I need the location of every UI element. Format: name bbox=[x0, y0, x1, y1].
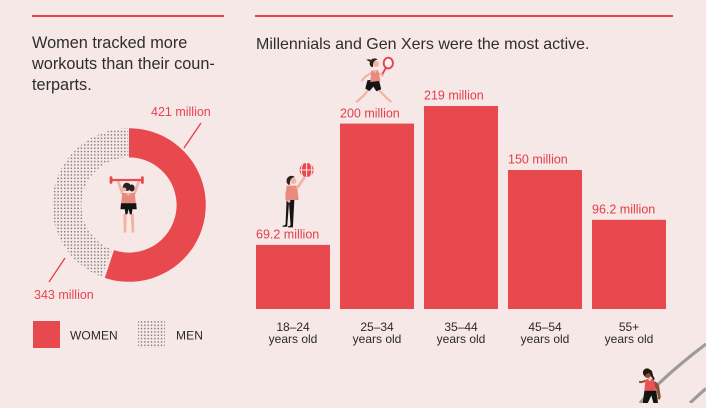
svg-text:WOMEN: WOMEN bbox=[70, 329, 118, 343]
svg-text:Women tracked more: Women tracked more bbox=[32, 34, 187, 52]
svg-text:years old: years old bbox=[605, 332, 654, 346]
svg-text:200 million: 200 million bbox=[340, 106, 400, 120]
svg-text:150 million: 150 million bbox=[508, 153, 568, 167]
svg-text:69.2 million: 69.2 million bbox=[256, 228, 319, 242]
svg-text:25–34: 25–34 bbox=[360, 320, 394, 334]
svg-text:years old: years old bbox=[437, 332, 486, 346]
svg-text:96.2 million: 96.2 million bbox=[592, 203, 655, 217]
svg-text:workouts than their coun-: workouts than their coun- bbox=[31, 55, 215, 73]
svg-text:years old: years old bbox=[353, 332, 402, 346]
svg-text:343 million: 343 million bbox=[34, 288, 94, 302]
svg-text:years old: years old bbox=[521, 332, 570, 346]
svg-text:219 million: 219 million bbox=[424, 89, 484, 103]
svg-text:421 million: 421 million bbox=[151, 105, 211, 119]
svg-text:45–54: 45–54 bbox=[528, 320, 562, 334]
svg-text:terparts.: terparts. bbox=[32, 76, 92, 94]
svg-text:MEN: MEN bbox=[176, 329, 203, 343]
svg-text:35–44: 35–44 bbox=[444, 320, 478, 334]
svg-text:years old: years old bbox=[269, 332, 318, 346]
svg-text:18–24: 18–24 bbox=[276, 320, 310, 334]
svg-text:Millennials and Gen Xers were: Millennials and Gen Xers were the most a… bbox=[256, 36, 589, 53]
svg-text:55+: 55+ bbox=[619, 320, 639, 334]
